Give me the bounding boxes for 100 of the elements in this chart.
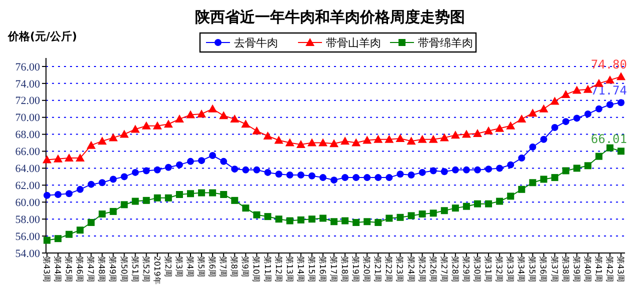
point [297,172,304,178]
point [528,108,538,117]
point [408,172,415,178]
point [209,189,216,196]
x-tick-label: 第30周 [472,256,482,282]
x-tick-label: 第40周 [582,256,592,282]
x-tick-label: 第21周 [373,256,382,282]
x-tick-label: 第5周 [196,256,206,278]
point [187,190,194,198]
point [285,138,294,146]
point [252,126,262,134]
x-tick-label: 第7周 [218,256,228,278]
x-tick-label: 第9周 [240,256,250,278]
x-tick-label: 第34周 [516,256,526,282]
point [66,230,73,238]
point [42,155,52,164]
point [231,196,238,204]
x-tick-label: 第32周 [494,256,504,282]
x-tick-label: 第41周 [594,256,603,282]
point [154,194,161,202]
x-tick-label: 第43周 [616,256,625,282]
x-tick-label: 第6周 [208,256,217,278]
point [342,217,349,224]
point [98,210,106,218]
point [307,138,316,146]
point [430,210,437,217]
point [374,134,383,143]
point [253,211,260,218]
point [110,208,117,215]
point [507,192,514,200]
y-tick-label: 64.00 [15,163,40,176]
x-tick-label: 第4周 [186,256,194,278]
x-tick-label: 第17周 [329,256,338,282]
x-tick-label: 第38周 [560,256,570,282]
point [496,164,504,172]
point [76,186,84,193]
point [176,191,183,198]
point [595,152,602,160]
point [452,204,459,212]
x-tick-label: 第13周 [284,256,294,282]
point [551,124,558,132]
point [142,167,150,174]
y-tick-label: 58.00 [15,214,40,226]
point [132,168,139,176]
point [495,124,504,132]
x-tick-label: 第47周 [86,256,96,282]
point [450,130,460,139]
point [583,84,592,93]
point [66,190,73,198]
point [120,201,128,208]
data-label: 71.74 [590,84,627,98]
point [529,144,536,151]
point [275,216,282,223]
x-tick-label: 第22周 [384,256,394,282]
y-tick-label: 54.00 [15,248,40,260]
point [474,166,481,174]
x-tick-label: 第19周 [351,256,360,282]
data-label: 66.01 [590,132,627,146]
point [208,104,218,112]
y-axis-title: 价格(元/公斤) [7,30,78,43]
point [76,154,85,162]
point [618,99,624,106]
point [517,114,526,123]
point [120,130,129,138]
point [418,210,426,218]
point [452,166,459,174]
x-tick-label: 第20周 [362,256,372,282]
point [352,138,361,146]
x-tick-label: 第3周 [174,256,184,278]
point [352,174,360,182]
x-tick-label: 第44周 [53,256,62,282]
point [507,161,514,168]
point [230,114,240,123]
point [616,72,626,80]
x-tick-label: 第27周 [439,256,448,282]
point [428,134,438,143]
point [54,191,62,198]
point [88,218,95,226]
x-tick-label: 第8周 [230,256,239,278]
point [220,191,228,198]
point [275,170,282,178]
x-tick-label: 第26周 [428,256,438,282]
point [440,133,449,142]
point [561,90,570,98]
x-tick-label: 第23周 [395,256,404,282]
point [130,124,140,133]
point [406,136,416,145]
legend-label: 带骨绵羊肉 [418,36,473,50]
y-tick-label: 76.00 [15,61,40,74]
point [529,179,536,186]
point [241,120,250,128]
point [54,235,62,242]
x-tick-label: 第46周 [75,256,84,282]
point [572,86,582,94]
point [352,218,360,226]
point [618,148,624,155]
point [330,139,338,148]
x-tick-label: 第35周 [528,256,537,282]
point [364,174,371,182]
point [44,192,50,199]
